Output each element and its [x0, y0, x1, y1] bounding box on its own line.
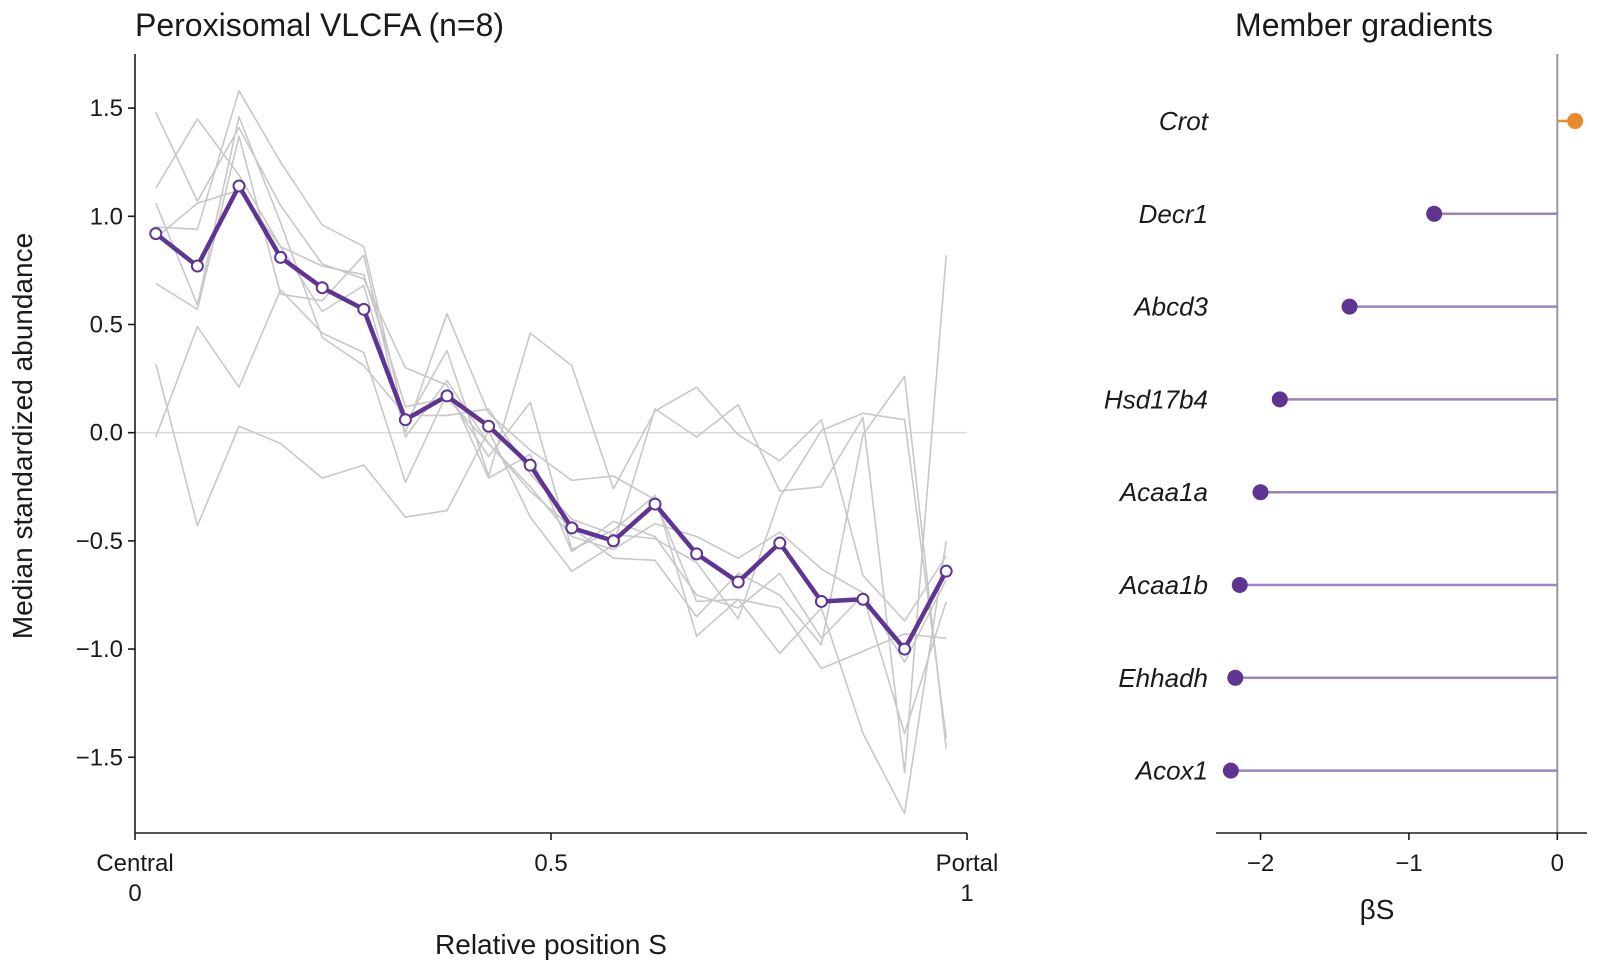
member-line	[155, 116, 947, 738]
gradient-point	[1567, 113, 1584, 129]
median-point	[190, 259, 204, 273]
gradient-point	[1231, 577, 1248, 593]
median-point	[856, 592, 870, 606]
y-tick-label: 0.5	[90, 311, 123, 338]
gene-label: Acaa1a	[1118, 477, 1208, 507]
gradient-lollipops: Crot Decr1 Abcd3 Hsd17b4 Acaa1a Acaa1b Ehhadh A…	[1104, 54, 1584, 833]
median-point	[523, 458, 537, 472]
median-point	[357, 302, 371, 316]
median-point	[648, 497, 662, 511]
x-tick-sublabel: 0	[128, 880, 141, 907]
profile-panel: Peroxisomal VLCFA (n=8) 1.5 1.0 0.5 0.0 −0.5…	[7, 7, 998, 960]
y-tick-label: −1.5	[76, 744, 123, 771]
gradient-x-tick-label: −1	[1395, 850, 1422, 877]
profile-y-axis-label: Median standardized abundance	[7, 233, 38, 639]
median-point	[482, 419, 496, 433]
gene-label: Decr1	[1139, 199, 1208, 229]
gene-label: Abcd3	[1132, 292, 1208, 322]
gradient-point	[1222, 762, 1239, 779]
member-line	[155, 90, 947, 622]
gene-label: Crot	[1159, 106, 1210, 136]
y-tick-label: −1.0	[76, 636, 123, 663]
median-point	[274, 250, 288, 264]
median-point	[773, 536, 787, 550]
member-line	[155, 135, 947, 749]
gradient-point	[1252, 484, 1269, 501]
gradient-panel: Member gradients Crot Decr1 Abcd3 Hsd17b4 Ac…	[1104, 7, 1587, 925]
member-line	[155, 289, 947, 815]
gradient-axes: −2 −1 0	[1216, 832, 1587, 877]
gradient-x-tick-label: 0	[1551, 850, 1564, 877]
gradient-x-tick-label: −2	[1247, 850, 1274, 877]
gradient-x-axis-label: βS	[1360, 894, 1395, 925]
member-line	[155, 189, 947, 663]
median-point	[814, 594, 828, 608]
median-point	[232, 179, 246, 193]
median-point	[606, 534, 620, 548]
x-tick-label: Portal	[936, 850, 999, 877]
profile-x-axis-label: Relative position S	[435, 929, 667, 960]
member-line	[155, 112, 947, 735]
profile-axes: 1.5 1.0 0.5 0.0 −0.5 −1.0 −1.5 Central 0 0.5 Porta…	[76, 54, 999, 907]
member-lines	[155, 90, 947, 815]
y-tick-label: −0.5	[76, 528, 123, 555]
median-point	[398, 413, 412, 427]
x-tick-label: Central	[96, 850, 173, 877]
gradient-point	[1271, 391, 1288, 408]
median-point	[149, 227, 163, 241]
gradient-panel-title: Member gradients	[1235, 7, 1493, 43]
y-tick-label: 1.5	[90, 95, 123, 122]
gene-label: Ehhadh	[1118, 663, 1208, 693]
median-point	[731, 575, 745, 589]
gene-label: Acaa1b	[1118, 570, 1208, 600]
median-point	[565, 521, 579, 535]
median-line-group	[149, 179, 953, 656]
median-point	[690, 547, 704, 561]
gradient-point	[1227, 669, 1244, 686]
x-tick-label: 0.5	[534, 850, 567, 877]
median-point	[315, 281, 329, 295]
y-tick-label: 0.0	[90, 420, 123, 447]
median-point	[939, 564, 953, 578]
x-tick-sublabel: 1	[960, 880, 973, 907]
member-line	[155, 118, 947, 670]
y-tick-label: 1.0	[90, 203, 123, 230]
gradient-point	[1341, 298, 1358, 315]
median-line	[154, 183, 949, 652]
member-line	[155, 255, 947, 774]
median-point	[440, 389, 454, 403]
profile-panel-title: Peroxisomal VLCFA (n=8)	[135, 7, 504, 43]
median-point	[898, 642, 912, 656]
gene-label: Hsd17b4	[1104, 384, 1208, 414]
gradient-point	[1426, 205, 1443, 222]
gene-label: Acox1	[1134, 756, 1208, 786]
